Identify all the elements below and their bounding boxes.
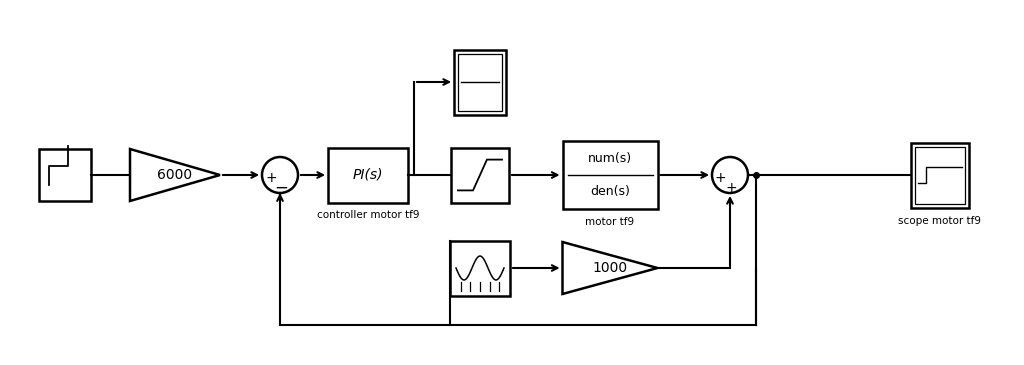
Bar	[454, 50, 506, 115]
Text: den(s): den(s)	[590, 185, 630, 198]
Text: controller motor tf9: controller motor tf9	[316, 211, 419, 220]
Bar	[39, 149, 91, 201]
Bar	[562, 141, 657, 209]
Polygon shape	[130, 149, 220, 201]
Polygon shape	[562, 242, 657, 294]
Bar	[915, 146, 965, 204]
Circle shape	[262, 157, 298, 193]
Circle shape	[712, 157, 748, 193]
Text: −: −	[274, 178, 288, 197]
Text: scope motor tf9: scope motor tf9	[898, 215, 981, 226]
Text: PI(s): PI(s)	[352, 168, 383, 182]
Bar	[328, 147, 408, 203]
Bar	[451, 147, 509, 203]
Text: num(s): num(s)	[588, 152, 632, 165]
Text: +: +	[715, 171, 726, 185]
Text: 6000: 6000	[158, 168, 193, 182]
Bar	[458, 54, 502, 111]
Text: +: +	[725, 181, 736, 195]
Text: motor tf9: motor tf9	[586, 217, 635, 227]
Text: 1000: 1000	[593, 261, 628, 275]
Bar	[911, 142, 969, 207]
Bar	[450, 241, 510, 296]
Text: +: +	[265, 171, 276, 185]
